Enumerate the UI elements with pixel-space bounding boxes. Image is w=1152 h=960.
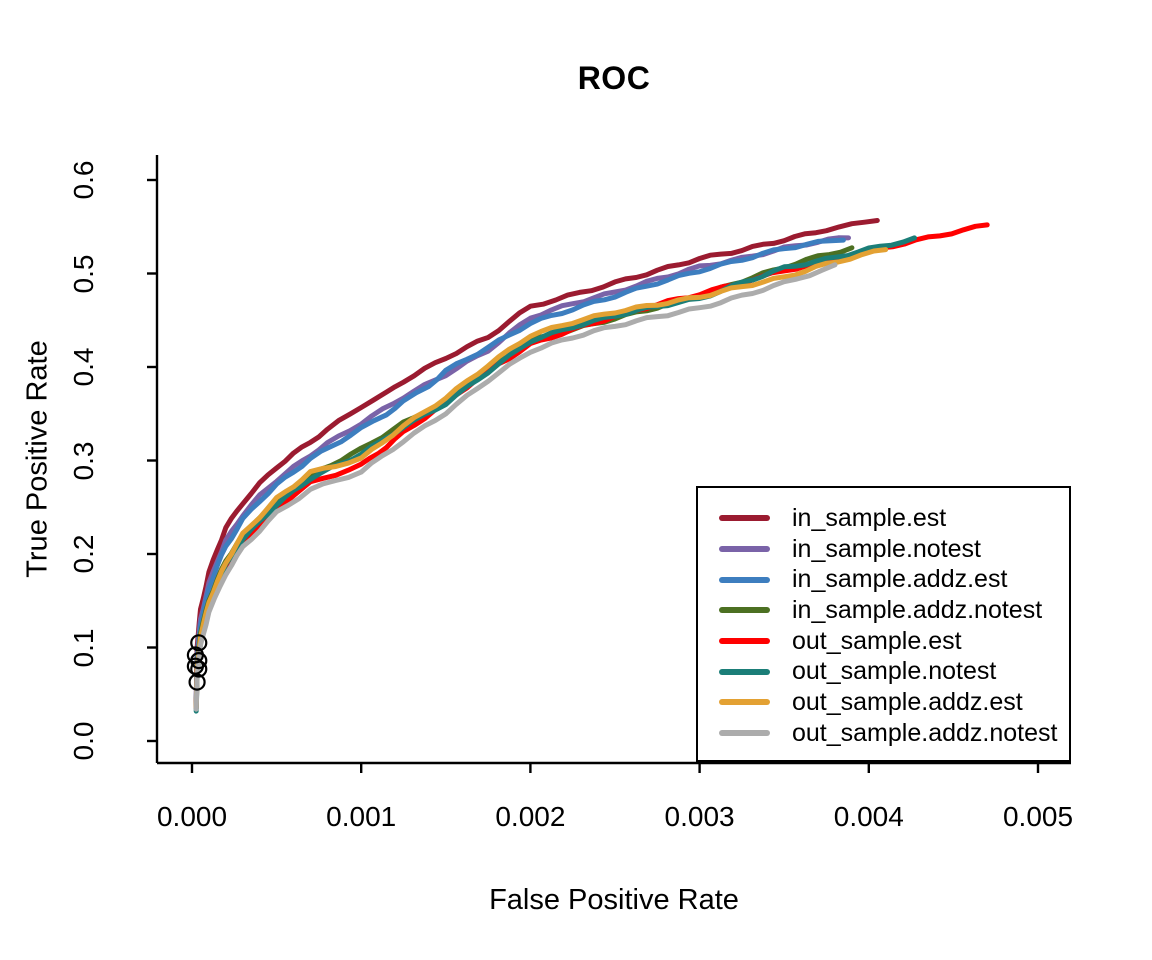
x-tick-label: 0.002	[495, 801, 566, 832]
legend-line-swatch	[719, 576, 770, 583]
legend-line-swatch	[719, 546, 770, 553]
legend-line-swatch	[719, 668, 770, 675]
y-tick-label: 0.2	[68, 534, 99, 574]
legend-item: in_sample.addz.est	[719, 564, 1069, 595]
legend-item: in_sample.est	[719, 503, 1069, 534]
legend-item: out_sample.notest	[719, 656, 1069, 687]
legend-label: in_sample.est	[792, 503, 947, 532]
legend-line-swatch	[719, 699, 770, 706]
chart-title: ROC	[577, 60, 651, 96]
y-tick-label: 0.5	[68, 254, 99, 293]
x-tick-label: 0.000	[156, 801, 228, 832]
y-axis-title: True Positive Rate	[21, 340, 54, 578]
series-line-out_sample.addz.notest	[193, 262, 838, 712]
y-tick-label: 0.1	[68, 628, 99, 667]
y-tick-label: 0.3	[68, 441, 99, 480]
legend-item: out_sample.addz.est	[719, 687, 1069, 718]
series-line-in_sample.addz.est	[193, 237, 846, 707]
legend-label: in_sample.addz.notest	[792, 595, 1043, 624]
legend-line-swatch	[719, 730, 770, 737]
legend-line-swatch	[719, 607, 770, 614]
legend-label: out_sample.addz.notest	[792, 718, 1058, 747]
legend-line-swatch	[719, 638, 770, 645]
x-tick-label: 0.005	[1002, 801, 1074, 832]
legend: in_sample.est in_sample.notest in_sample.a…	[696, 486, 1071, 762]
x-tick-label: 0.004	[833, 801, 904, 832]
legend-item: out_sample.addz.notest	[719, 718, 1069, 749]
data-point-marker	[190, 634, 208, 652]
legend-item: in_sample.addz.notest	[719, 595, 1069, 626]
series-line-in_sample.est	[193, 218, 880, 705]
legend-label: out_sample.notest	[792, 657, 997, 686]
x-tick-label: 0.003	[664, 801, 735, 832]
x-tick-label: 0.001	[326, 801, 397, 832]
legend-label: in_sample.notest	[792, 534, 982, 563]
legend-label: out_sample.est	[792, 626, 962, 655]
legend-label: out_sample.addz.est	[792, 687, 1023, 716]
legend-item: in_sample.notest	[719, 534, 1069, 565]
x-axis-title: False Positive Rate	[489, 884, 739, 916]
series-line-out_sample.addz.est	[193, 247, 889, 710]
data-point-marker	[190, 660, 208, 678]
y-tick-label: 0.0	[68, 721, 99, 761]
legend-label: in_sample.addz.est	[792, 565, 1008, 594]
data-point-marker	[188, 673, 206, 691]
y-tick-label: 0.6	[68, 160, 99, 200]
legend-line-swatch	[719, 515, 770, 522]
legend-item: out_sample.est	[719, 626, 1069, 657]
y-tick-label: 0.4	[68, 347, 99, 387]
